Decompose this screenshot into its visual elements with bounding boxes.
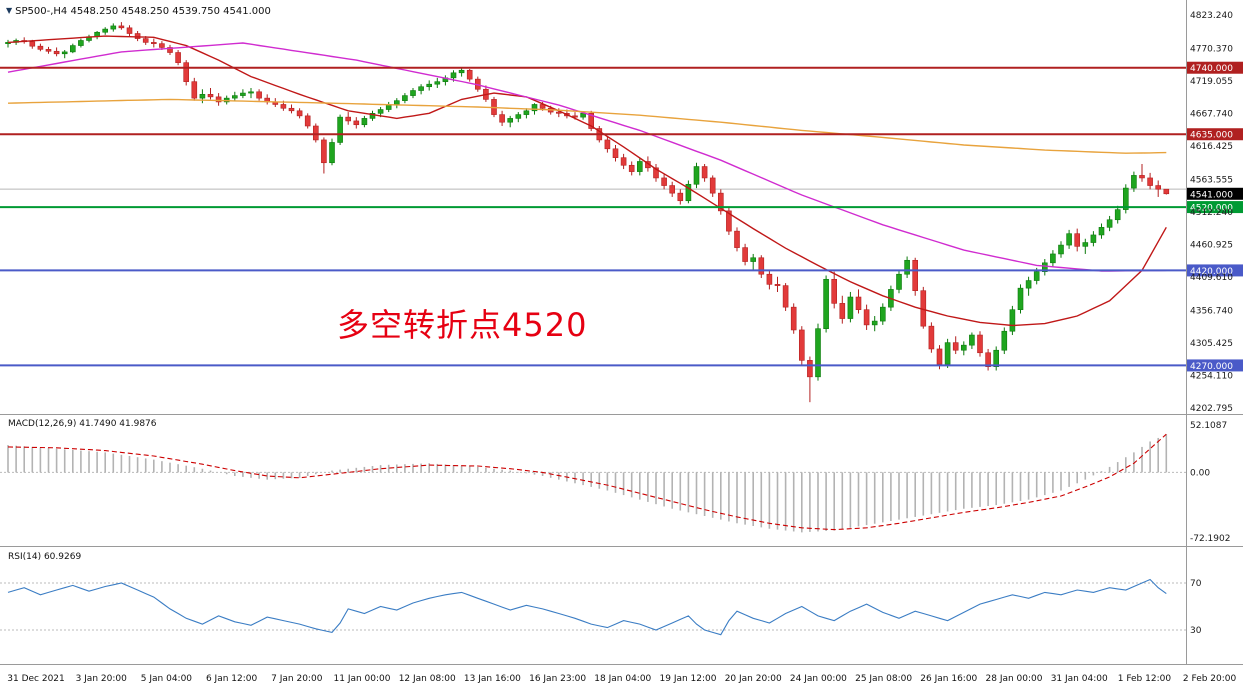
svg-text:13 Jan 16:00: 13 Jan 16:00 [464,674,521,684]
svg-text:4823.240: 4823.240 [1190,11,1233,21]
svg-text:25 Jan 08:00: 25 Jan 08:00 [855,674,912,684]
svg-text:4254.110: 4254.110 [1190,371,1233,381]
svg-text:52.1087: 52.1087 [1190,421,1227,431]
svg-text:4512.240: 4512.240 [1190,208,1233,218]
svg-text:4420.000: 4420.000 [1190,267,1233,277]
svg-text:4740.000: 4740.000 [1190,64,1233,74]
svg-text:4409.610: 4409.610 [1190,273,1233,283]
level-lines: 4740.000 4635.000 4520.000 4420.000 4270.000 [0,61,1243,372]
svg-text:3 Jan 20:00: 3 Jan 20:00 [76,674,128,684]
svg-text:4541.000: 4541.000 [1190,190,1233,200]
svg-text:4667.740: 4667.740 [1190,109,1233,119]
svg-text:20 Jan 20:00: 20 Jan 20:00 [725,674,782,684]
symbol-marker-icon: ▼ [6,6,13,15]
svg-text:-72.1902: -72.1902 [1190,534,1230,544]
rsi-indicator-label: RSI(14) 60.9269 [8,552,82,562]
svg-text:4635.000: 4635.000 [1190,131,1233,141]
svg-text:31 Jan 04:00: 31 Jan 04:00 [1051,674,1108,684]
svg-text:16 Jan 23:00: 16 Jan 23:00 [529,674,586,684]
svg-text:31 Dec 2021: 31 Dec 2021 [7,674,65,684]
svg-text:6 Jan 12:00: 6 Jan 12:00 [206,674,258,684]
macd-indicator-label: MACD(12,26,9) 41.7490 41.9876 [8,419,157,429]
svg-text:18 Jan 04:00: 18 Jan 04:00 [594,674,651,684]
svg-text:4616.425: 4616.425 [1190,142,1233,152]
current-price-tag: 4541.000 [1187,187,1243,200]
svg-text:30: 30 [1190,626,1202,636]
svg-text:19 Jan 12:00: 19 Jan 12:00 [660,674,717,684]
macd-panel: 52.1087 0.00 -72.1902 [0,421,1230,544]
svg-text:4356.740: 4356.740 [1190,306,1233,316]
svg-text:1 Feb 12:00: 1 Feb 12:00 [1118,674,1172,684]
svg-text:5 Jan 04:00: 5 Jan 04:00 [141,674,193,684]
ma-mid-magenta-line [7,42,1167,272]
svg-text:4520.000: 4520.000 [1190,204,1233,214]
chart-annotation: 多空转折点4520 [337,306,588,344]
svg-text:12 Jan 08:00: 12 Jan 08:00 [399,674,456,684]
panel-separators [0,0,1243,665]
svg-text:24 Jan 00:00: 24 Jan 00:00 [790,674,847,684]
ma-fast-red-line [7,35,1167,327]
svg-text:4270.000: 4270.000 [1190,362,1233,372]
svg-text:4770.370: 4770.370 [1190,44,1233,54]
svg-text:4719.055: 4719.055 [1190,77,1233,87]
svg-text:0.00: 0.00 [1190,468,1210,478]
ma-slow-orange-line [7,98,1167,154]
price-axis: 4823.240 4770.370 4719.055 4667.740 4616.425… [1190,11,1233,414]
time-axis: 31 Dec 2021 3 Jan 20:00 5 Jan 04:00 6 Jan 1… [7,674,1236,684]
rsi-panel: 70 30 [0,578,1202,636]
svg-text:70: 70 [1190,579,1202,589]
svg-text:28 Jan 00:00: 28 Jan 00:00 [986,674,1043,684]
svg-text:4202.795: 4202.795 [1190,404,1233,414]
svg-text:7 Jan 20:00: 7 Jan 20:00 [271,674,323,684]
svg-text:26 Jan 16:00: 26 Jan 16:00 [920,674,977,684]
svg-text:2 Feb 20:00: 2 Feb 20:00 [1183,674,1237,684]
svg-text:4460.925: 4460.925 [1190,240,1233,250]
svg-text:11 Jan 00:00: 11 Jan 00:00 [334,674,391,684]
chart-title: ▼ SP500-,H4 4548.250 4548.250 4539.750 45… [6,6,271,17]
svg-text:4305.425: 4305.425 [1190,339,1233,349]
chart-title-text: SP500-,H4 4548.250 4548.250 4539.750 454… [15,6,271,17]
svg-text:4563.555: 4563.555 [1190,175,1233,185]
